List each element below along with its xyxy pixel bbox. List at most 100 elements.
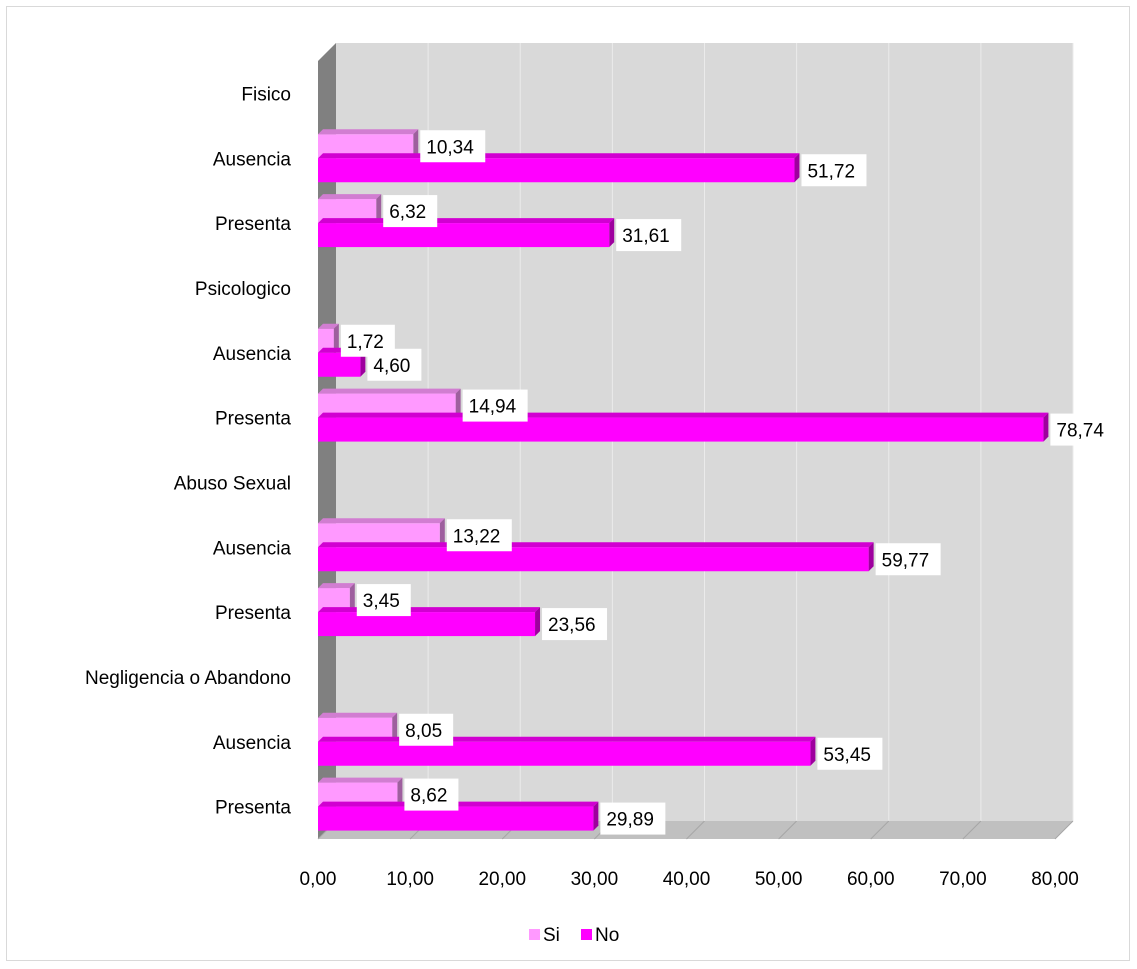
bar-no (318, 547, 869, 572)
bar-no (318, 223, 610, 248)
bar-end-face (535, 607, 541, 637)
data-label: 14,94 (462, 389, 528, 422)
data-label: 23,56 (542, 608, 608, 641)
data-label: 8,05 (399, 713, 454, 746)
bar-end-face (397, 777, 403, 807)
data-label-text: 3,45 (363, 591, 400, 612)
bar-top-face (318, 736, 816, 742)
data-label-box (420, 130, 486, 163)
category-label: Ausencia (213, 344, 292, 365)
data-label-text: 13,22 (453, 526, 501, 547)
data-label: 31,61 (616, 219, 682, 252)
x-tick-label: 0,00 (300, 869, 337, 890)
floor-gridline (962, 820, 982, 840)
data-label-text: 14,94 (469, 397, 517, 418)
data-label: 53,45 (817, 737, 883, 770)
bar-end-face (349, 583, 355, 613)
bar-end-face (593, 801, 599, 831)
category-label: Ausencia (213, 733, 292, 754)
data-label-box (383, 195, 438, 228)
data-label: 3,45 (356, 584, 411, 617)
bar-top-face (318, 542, 874, 548)
data-label-box (801, 154, 867, 187)
data-label-box (462, 389, 528, 422)
bar-end-face (392, 712, 398, 742)
data-label-box (875, 543, 941, 576)
legend-label-si: Si (543, 925, 560, 946)
legend-swatch-si (529, 929, 540, 940)
data-label: 59,77 (875, 543, 941, 576)
data-label-text: 31,61 (622, 226, 670, 247)
bar-top-face (318, 194, 382, 200)
bar-top-face (318, 153, 800, 159)
x-tick-label: 60,00 (847, 869, 895, 890)
data-label-box (356, 584, 411, 617)
data-label-box (446, 519, 512, 552)
floor-gridline (686, 820, 705, 840)
bar-no (318, 741, 811, 766)
data-label: 4,60 (367, 348, 422, 381)
bar-top-face (318, 323, 339, 329)
data-label: 10,34 (420, 130, 486, 163)
data-label-text: 6,32 (389, 202, 426, 223)
data-label-box (616, 219, 682, 252)
bar-top-face (318, 583, 355, 589)
data-label-box (367, 348, 422, 381)
bar-top-face (318, 412, 1049, 418)
bar-end-face (333, 323, 339, 353)
category-label: Presenta (215, 214, 291, 235)
data-label-text: 1,72 (347, 332, 384, 353)
data-label: 8,62 (404, 778, 459, 811)
bar-no (318, 612, 536, 637)
legend-label-no: No (595, 925, 619, 946)
data-label-text: 8,62 (410, 786, 447, 807)
floor-gridline (778, 820, 797, 840)
bar-si (318, 328, 334, 353)
category-label: Psicologico (195, 279, 291, 300)
bar-top-face (318, 518, 445, 524)
bar-end-face (609, 218, 615, 248)
bar-no (318, 417, 1044, 442)
data-label-box (817, 737, 883, 770)
x-tick-label: 40,00 (663, 869, 711, 890)
x-tick-label: 30,00 (571, 869, 619, 890)
bar-end-face (413, 129, 419, 159)
bar-end-face (794, 153, 800, 183)
category-label: Presenta (215, 798, 291, 819)
category-label: Presenta (215, 409, 291, 430)
data-label-box (600, 802, 666, 835)
data-label-text: 10,34 (426, 137, 474, 158)
data-label-text: 51,72 (807, 161, 855, 182)
bar-end-face (455, 388, 461, 418)
data-label: 51,72 (801, 154, 867, 187)
category-label: Presenta (215, 603, 291, 624)
data-label-text: 78,74 (1056, 421, 1104, 442)
bar-end-face (868, 542, 874, 572)
bar-top-face (318, 712, 398, 718)
data-label: 6,32 (383, 195, 438, 228)
bar-top-face (318, 777, 403, 783)
floor-gridline (870, 820, 890, 840)
bar-end-face (376, 194, 382, 224)
bar-end-face (1043, 412, 1049, 442)
data-label-box (399, 713, 454, 746)
legend-swatch-no (581, 929, 592, 940)
bar-no (318, 158, 795, 183)
data-label: 78,74 (1050, 413, 1116, 446)
x-tick-label: 10,00 (386, 869, 434, 890)
x-tick-label: 50,00 (755, 869, 803, 890)
category-label: Ausencia (213, 149, 292, 170)
data-label-box (404, 778, 459, 811)
data-label-box (1050, 413, 1116, 446)
bar-end-face (810, 736, 816, 766)
category-label: Ausencia (213, 538, 292, 559)
bar-top-face (318, 607, 541, 613)
bar-end-face (439, 518, 445, 548)
bar-top-face (318, 388, 461, 394)
data-label-text: 8,05 (405, 721, 442, 742)
data-label-box (542, 608, 608, 641)
data-label-text: 23,56 (548, 615, 596, 636)
x-tick-label: 20,00 (478, 869, 526, 890)
data-label-text: 4,60 (373, 356, 410, 377)
